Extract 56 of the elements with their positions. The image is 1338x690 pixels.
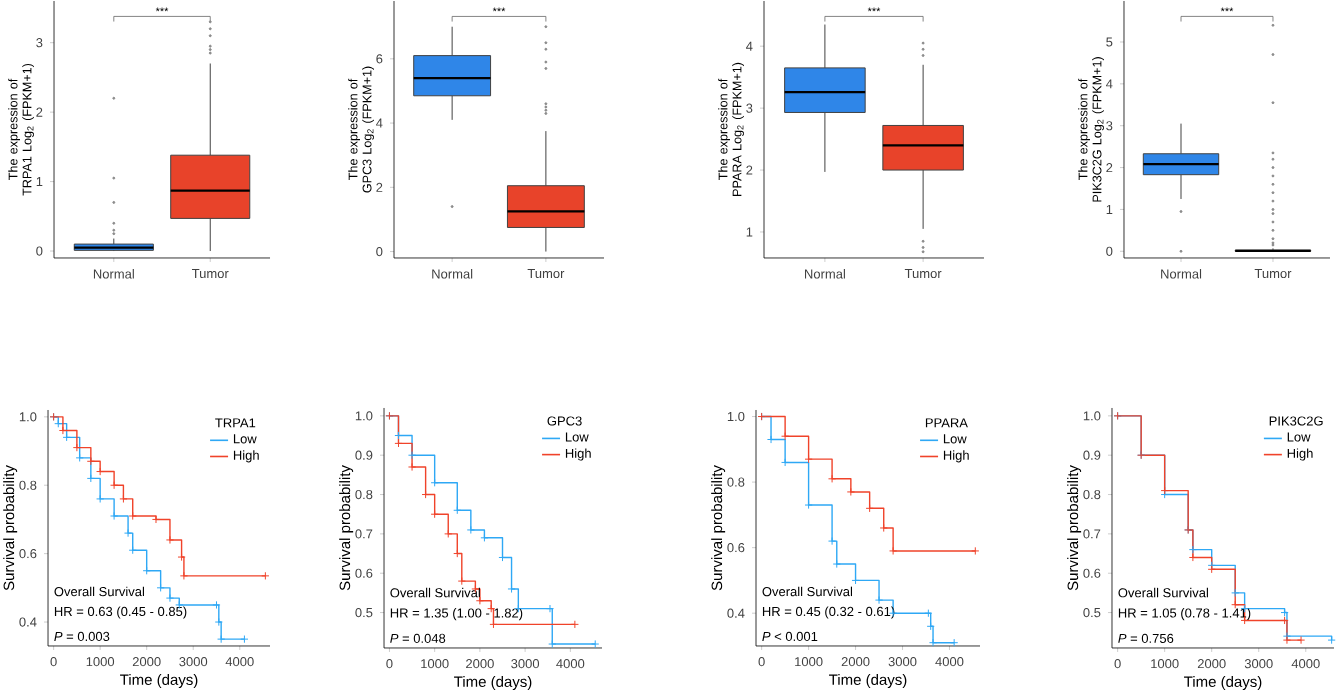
point — [123, 529, 133, 538]
point — [421, 490, 430, 499]
point — [851, 576, 860, 585]
point — [466, 525, 475, 535]
point — [804, 455, 813, 464]
point — [489, 620, 498, 629]
point — [128, 546, 137, 555]
point — [1188, 545, 1197, 554]
point — [214, 617, 223, 627]
point — [217, 635, 226, 644]
point — [865, 504, 874, 513]
point — [119, 494, 128, 504]
point — [926, 622, 935, 631]
point — [110, 511, 119, 521]
point — [827, 536, 837, 546]
point — [430, 478, 439, 487]
point — [1280, 608, 1289, 617]
point — [62, 433, 71, 442]
point — [165, 593, 175, 603]
point — [430, 510, 439, 519]
point — [457, 576, 466, 586]
point — [75, 453, 84, 462]
point — [781, 432, 790, 441]
point — [156, 583, 165, 592]
point — [453, 506, 462, 515]
point — [889, 546, 898, 556]
point — [879, 523, 888, 533]
point — [444, 529, 453, 538]
point — [480, 533, 489, 542]
point — [177, 552, 186, 562]
point — [128, 511, 137, 521]
point — [545, 604, 555, 613]
point — [827, 474, 837, 483]
point — [407, 451, 417, 460]
point — [846, 487, 855, 497]
point — [1280, 616, 1289, 625]
point — [804, 500, 813, 510]
point — [212, 600, 221, 610]
point — [54, 419, 63, 428]
point — [151, 515, 161, 524]
point — [548, 639, 557, 649]
point — [86, 457, 95, 466]
point — [407, 462, 417, 472]
point — [781, 458, 790, 467]
point — [72, 443, 81, 452]
point — [142, 566, 151, 575]
point — [86, 474, 95, 483]
point — [832, 559, 841, 569]
point — [924, 609, 933, 618]
point — [928, 638, 938, 647]
point — [874, 595, 884, 605]
point — [110, 481, 119, 490]
point — [1231, 588, 1240, 597]
point — [165, 535, 175, 545]
point — [179, 571, 189, 580]
point — [96, 494, 105, 504]
